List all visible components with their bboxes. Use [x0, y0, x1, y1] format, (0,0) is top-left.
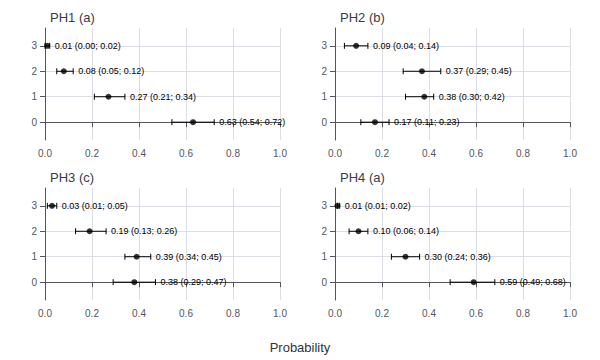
svg-text:0.37 (0.29; 0.45): 0.37 (0.29; 0.45)	[446, 66, 512, 76]
svg-text:0: 0	[321, 117, 327, 128]
svg-text:0.8: 0.8	[226, 308, 240, 319]
svg-text:1.0: 1.0	[273, 148, 287, 159]
svg-text:1: 1	[31, 91, 37, 102]
svg-text:1: 1	[321, 251, 327, 262]
svg-text:3: 3	[31, 40, 37, 51]
svg-text:0.6: 0.6	[469, 308, 483, 319]
svg-text:1.0: 1.0	[273, 308, 287, 319]
svg-text:2: 2	[31, 66, 37, 77]
svg-text:0.10 (0.06; 0.14): 0.10 (0.06; 0.14)	[373, 226, 439, 236]
svg-text:3: 3	[321, 200, 327, 211]
svg-text:0.08 (0.05; 0.12): 0.08 (0.05; 0.12)	[78, 66, 144, 76]
svg-text:0.01 (0.01; 0.02): 0.01 (0.01; 0.02)	[345, 201, 411, 211]
svg-text:0.8: 0.8	[516, 148, 530, 159]
svg-text:0: 0	[321, 277, 327, 288]
svg-text:0: 0	[31, 117, 37, 128]
svg-text:0.63 (0.54; 0.72): 0.63 (0.54; 0.72)	[219, 117, 285, 127]
svg-text:1: 1	[321, 91, 327, 102]
svg-text:0: 0	[31, 277, 37, 288]
svg-text:0.6: 0.6	[179, 148, 193, 159]
svg-text:0.0: 0.0	[328, 148, 342, 159]
svg-text:PH4 (a): PH4 (a)	[340, 170, 385, 185]
svg-text:0.2: 0.2	[375, 308, 389, 319]
svg-text:0.38 (0.30; 0.42): 0.38 (0.30; 0.42)	[439, 92, 505, 102]
svg-text:0.38 (0.29; 0.47): 0.38 (0.29; 0.47)	[160, 277, 226, 287]
svg-text:0.0: 0.0	[38, 148, 52, 159]
svg-text:0.30 (0.24; 0.36): 0.30 (0.24; 0.36)	[425, 252, 491, 262]
svg-text:0.59 (0.49; 0.68): 0.59 (0.49; 0.68)	[500, 277, 566, 287]
svg-text:0.4: 0.4	[422, 308, 436, 319]
svg-text:0.0: 0.0	[328, 308, 342, 319]
svg-text:PH2 (b): PH2 (b)	[340, 10, 385, 25]
svg-text:1: 1	[31, 251, 37, 262]
svg-text:0.27 (0.21; 0.34): 0.27 (0.21; 0.34)	[130, 92, 196, 102]
svg-text:1.0: 1.0	[563, 148, 577, 159]
svg-text:0.2: 0.2	[85, 148, 99, 159]
svg-text:0.8: 0.8	[516, 308, 530, 319]
svg-text:PH1 (a): PH1 (a)	[50, 10, 95, 25]
svg-text:PH3 (c): PH3 (c)	[50, 170, 94, 185]
svg-text:0.2: 0.2	[85, 308, 99, 319]
svg-text:0.6: 0.6	[469, 148, 483, 159]
svg-text:1.0: 1.0	[563, 308, 577, 319]
svg-text:0.4: 0.4	[422, 148, 436, 159]
svg-text:0.17 (0.11; 0.23): 0.17 (0.11; 0.23)	[394, 117, 459, 127]
svg-text:0.01 (0.00; 0.02): 0.01 (0.00; 0.02)	[55, 41, 121, 51]
svg-text:0.2: 0.2	[375, 148, 389, 159]
svg-text:0.4: 0.4	[132, 148, 146, 159]
svg-text:3: 3	[321, 40, 327, 51]
svg-text:2: 2	[31, 226, 37, 237]
svg-text:3: 3	[31, 200, 37, 211]
svg-text:0.6: 0.6	[179, 308, 193, 319]
svg-text:0.39 (0.34; 0.45): 0.39 (0.34; 0.45)	[156, 252, 222, 262]
svg-text:Probability: Probability	[270, 340, 331, 355]
svg-text:0.03 (0.01; 0.05): 0.03 (0.01; 0.05)	[62, 201, 128, 211]
svg-text:0.8: 0.8	[226, 148, 240, 159]
svg-text:0.0: 0.0	[38, 308, 52, 319]
svg-text:2: 2	[321, 226, 327, 237]
svg-text:0.09 (0.04; 0.14): 0.09 (0.04; 0.14)	[373, 41, 439, 51]
svg-text:0.19 (0.13; 0.26): 0.19 (0.13; 0.26)	[111, 226, 177, 236]
svg-text:0.4: 0.4	[132, 308, 146, 319]
svg-text:2: 2	[321, 66, 327, 77]
